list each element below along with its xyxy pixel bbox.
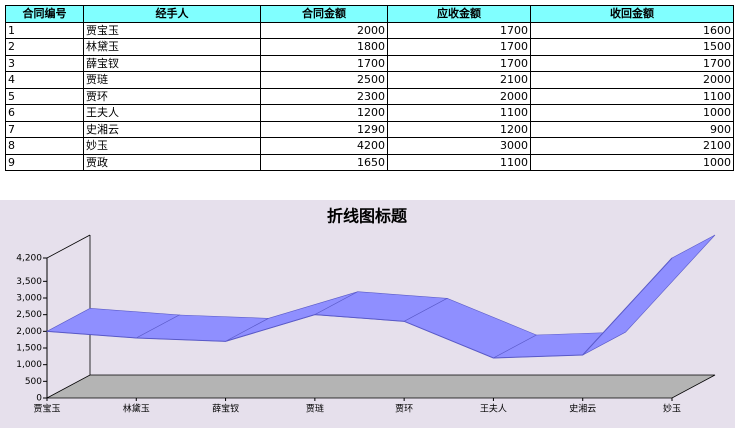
table-cell: 1200 (387, 120, 531, 138)
table-cell: 2100 (387, 71, 531, 89)
x-tick-label: 林黛玉 (123, 403, 150, 415)
chart: 折线图标题 0 500 1,000 1,500 2,000 2,500 3,000 3,500… (0, 200, 735, 428)
x-tick-label: 贾琏 (306, 403, 324, 415)
table-row: 5 贾环 2300 2000 1100 (5, 87, 734, 105)
y-tick-label: 4,200 (16, 254, 42, 264)
y-tick-label: 2,000 (16, 327, 42, 337)
table-row: 1 贾宝玉 2000 1700 1600 (5, 21, 734, 39)
chart-title: 折线图标题 (327, 207, 408, 226)
table-cell: 2 (5, 38, 84, 56)
column-header: 合同编号 (5, 5, 84, 23)
x-tick-label: 贾宝玉 (33, 403, 60, 415)
table-cell: 3000 (387, 137, 531, 155)
table-cell: 3 (5, 54, 84, 72)
table-cell: 1700 (260, 54, 388, 72)
table-cell: 2500 (260, 71, 388, 89)
table-cell: 1290 (260, 120, 388, 138)
table-row: 9 贾政 1650 1100 1000 (5, 153, 734, 171)
table-row: 7 史湘云 1290 1200 900 (5, 120, 734, 138)
table-cell: 4 (5, 71, 84, 89)
table-header: 合同编号 经手人 合同金额 应收金额 收回金额 (5, 5, 734, 23)
x-tick-label: 薛宝钗 (212, 403, 239, 415)
x-tick-label: 妙玉 (663, 403, 681, 415)
column-header: 应收金额 (387, 5, 531, 23)
line (46, 257, 673, 359)
table-row: 3 薛宝钗 1700 1700 1700 (5, 54, 734, 72)
floor (46, 374, 716, 399)
table-cell: 6 (5, 104, 84, 122)
table-row: 4 贾琏 2500 2100 2000 (5, 71, 734, 89)
table-cell: 1100 (530, 87, 734, 105)
column-header: 合同金额 (260, 5, 388, 23)
table-cell: 贾琏 (83, 71, 261, 89)
y-tick-label: 1,000 (16, 360, 42, 370)
table-cell: 1700 (387, 21, 531, 39)
table-cell: 1700 (387, 38, 531, 56)
table-cell: 1 (5, 21, 84, 39)
table-cell: 1100 (387, 104, 531, 122)
table-cell: 2000 (260, 21, 388, 39)
x-tick-label: 贾环 (395, 404, 413, 415)
table-cell: 2000 (387, 87, 531, 105)
table-cell: 王夫人 (83, 104, 261, 122)
table-body: 1 贾宝玉 2000 1700 1600 2 林黛玉 1800 1700 1500 3 薛宝钗 1700… (5, 21, 734, 171)
table-cell: 1800 (260, 38, 388, 56)
x-tick-label: 王夫人 (480, 403, 507, 415)
data-table: 合同编号 经手人 合同金额 应收金额 收回金额 1 贾宝玉 2000 1700 1600 2 林黛玉… (5, 5, 734, 171)
table-cell: 贾政 (83, 153, 261, 171)
y-tick-label: 500 (25, 377, 42, 387)
table-cell: 7 (5, 120, 84, 138)
table-row: 8 妙玉 4200 3000 2100 (5, 137, 734, 155)
table-cell: 1200 (260, 104, 388, 122)
table-cell: 1700 (530, 54, 734, 72)
table-cell: 林黛玉 (83, 38, 261, 56)
table-cell: 8 (5, 137, 84, 155)
table-cell: 1500 (530, 38, 734, 56)
y-tick-label: 3,500 (16, 277, 42, 287)
table-cell: 薛宝钗 (83, 54, 261, 72)
table-cell: 1000 (530, 104, 734, 122)
top-edge (46, 234, 91, 259)
table-cell: 1600 (530, 21, 734, 39)
table-cell: 史湘云 (83, 120, 261, 138)
table-cell: 1650 (260, 153, 388, 171)
table-cell: 1700 (387, 54, 531, 72)
y-tick-label: 1,500 (16, 344, 42, 354)
table-row: 2 林黛玉 1800 1700 1500 (5, 38, 734, 56)
table-cell: 9 (5, 153, 84, 171)
column-header: 经手人 (83, 5, 261, 23)
x-tick-label: 史湘云 (569, 403, 596, 415)
table-cell: 2300 (260, 87, 388, 105)
table-cell: 贾环 (83, 87, 261, 105)
table-cell: 1000 (530, 153, 734, 171)
table-cell: 2100 (530, 137, 734, 155)
table-cell: 4200 (260, 137, 388, 155)
table-cell: 2000 (530, 71, 734, 89)
y-tick-label: 3,000 (16, 294, 42, 304)
table-row: 6 王夫人 1200 1100 1000 (5, 104, 734, 122)
table-cell: 贾宝玉 (83, 21, 261, 39)
table-cell: 5 (5, 87, 84, 105)
table-cell: 妙玉 (83, 137, 261, 155)
y-tick-label: 2,500 (16, 310, 42, 320)
table-cell: 1100 (387, 153, 531, 171)
table-cell: 900 (530, 120, 734, 138)
y-tick-label: 0 (36, 394, 42, 404)
column-header: 收回金额 (530, 5, 734, 23)
